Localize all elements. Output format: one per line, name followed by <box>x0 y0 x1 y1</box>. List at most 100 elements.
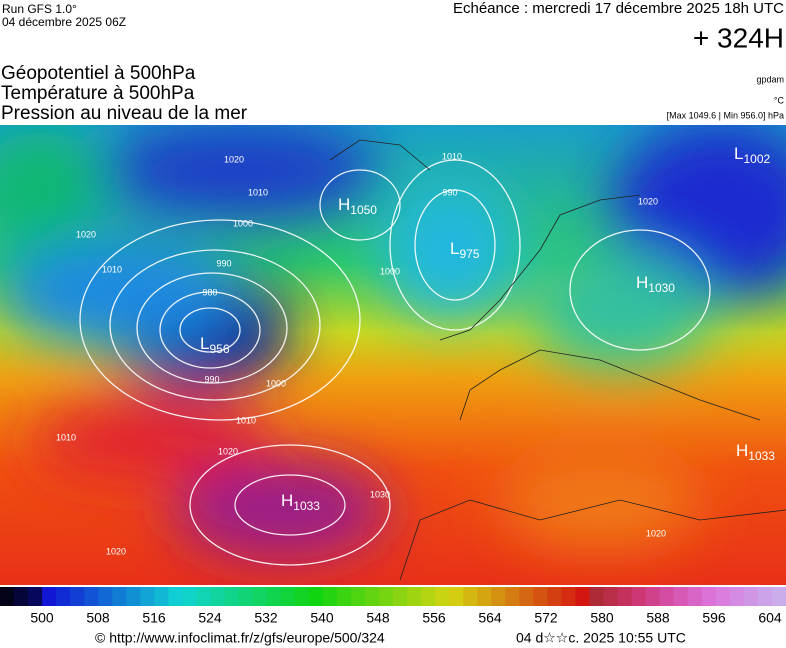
center-value: 1030 <box>648 281 675 295</box>
isobar-label: 1010 <box>248 187 268 197</box>
isobar-label: 1020 <box>638 196 658 206</box>
colorbar-swatch <box>294 587 310 606</box>
center-value: 975 <box>459 247 479 261</box>
colorbar-label: 524 <box>198 610 222 626</box>
colorbar-swatch <box>98 587 113 606</box>
colorbar-swatch <box>42 587 57 606</box>
colorbar-swatch <box>687 587 703 606</box>
colorbar-swatch <box>182 587 197 606</box>
pressure-center: H1033 <box>281 491 320 513</box>
isobar-label: 1020 <box>646 528 666 538</box>
pressure-center: L975 <box>450 239 480 261</box>
colorbar-label: 580 <box>590 610 614 626</box>
center-letter: H <box>281 491 293 510</box>
center-value: 1033 <box>748 449 775 463</box>
isobar-label: 1000 <box>380 266 400 276</box>
colorbar-swatch <box>140 587 155 606</box>
colorbar-swatch <box>463 587 478 606</box>
colorbar-swatch <box>701 587 717 606</box>
colorbar-swatch <box>673 587 689 606</box>
colorbar-swatch <box>505 587 520 606</box>
colorbar-swatch <box>645 587 661 606</box>
source-link[interactable]: © http://www.infoclimat.fr/z/gfs/europe/… <box>95 630 385 646</box>
colorbar-swatch <box>0 587 15 606</box>
colorbar-label: 516 <box>142 610 166 626</box>
isobar-label: 1020 <box>224 154 244 164</box>
isobar-label: 1010 <box>442 151 462 161</box>
isobar-label: 980 <box>202 287 217 297</box>
isobar-label: 1020 <box>76 229 96 239</box>
colorbar-swatch <box>393 587 408 606</box>
unit-label: °C <box>774 95 785 105</box>
isobar-label: 1010 <box>236 415 256 425</box>
unit-label: gpdam <box>756 74 784 84</box>
colorbar-swatch <box>589 587 605 606</box>
colorbar-swatch <box>449 587 464 606</box>
colorbar-swatch <box>491 587 506 606</box>
timestamp: 04 d☆☆c. 2025 10:55 UTC <box>516 630 686 646</box>
colorbar-label: 508 <box>86 610 110 626</box>
lead-time: + 324H <box>693 22 784 53</box>
colorbar-swatch <box>196 587 212 606</box>
colorbar-label: 556 <box>422 610 446 626</box>
colorbar-swatch <box>350 587 366 606</box>
colorbar-swatch <box>561 587 576 606</box>
colorbar-label: 572 <box>534 610 558 626</box>
colorbar-label: 548 <box>366 610 390 626</box>
isobar-label: 1020 <box>218 446 238 456</box>
colorbar-swatch <box>210 587 226 606</box>
center-value: 1002 <box>743 152 770 166</box>
colorbar-swatch <box>435 587 450 606</box>
colorbar-swatch <box>378 587 394 606</box>
colorbar-swatch <box>519 587 534 606</box>
colorbar-swatch <box>477 587 492 606</box>
colorbar-swatch <box>631 587 647 606</box>
colorbar-label: 604 <box>758 610 782 626</box>
isobar-label: 1000 <box>266 378 286 388</box>
colorbar-swatch <box>70 587 85 606</box>
center-letter: H <box>338 195 350 214</box>
isobar-label: 1010 <box>102 264 122 274</box>
colorbar-swatch <box>56 587 71 606</box>
field-name: Pression au niveau de la mer <box>1 103 248 124</box>
colorbar-swatch <box>224 587 240 606</box>
center-letter: H <box>636 273 648 292</box>
colorbar-swatch <box>743 587 759 606</box>
colorbar-swatch <box>168 587 183 606</box>
colorbar-swatch <box>659 587 675 606</box>
colorbar-swatch <box>28 587 43 606</box>
colorbar-swatch <box>364 587 380 606</box>
colorbar-swatch <box>154 587 169 606</box>
isobar-label: 1020 <box>106 546 126 556</box>
isobar-label: 1010 <box>56 432 76 442</box>
run-label: Run GFS 1.0° <box>2 2 77 16</box>
colorbar-swatch <box>421 587 436 606</box>
colorbar-swatch <box>617 587 633 606</box>
colorbar-swatch <box>533 587 548 606</box>
colorbar-swatch <box>266 587 282 606</box>
pressure-center: H1033 <box>736 441 775 463</box>
colorbar-swatch <box>280 587 296 606</box>
isobar-label: 1000 <box>233 218 253 228</box>
center-letter: L <box>450 239 459 258</box>
isobar-label: 990 <box>216 258 231 268</box>
colorbar-label: 500 <box>30 610 54 626</box>
colorbar-swatch <box>336 587 352 606</box>
colorbar-label: 540 <box>310 610 334 626</box>
colorbar-swatch <box>252 587 268 606</box>
colorbar-swatch <box>84 587 99 606</box>
pressure-center: H1050 <box>338 195 377 217</box>
colorbar-swatch <box>14 587 29 606</box>
colorbar-swatch <box>126 587 141 606</box>
colorbar-label: 532 <box>254 610 278 626</box>
field-name: Géopotentiel à 500hPa <box>1 63 196 84</box>
center-value: 956 <box>209 342 229 356</box>
colorbar-label: 596 <box>702 610 726 626</box>
run-date: 04 décembre 2025 06Z <box>2 15 126 29</box>
colorbar-swatch <box>771 587 786 606</box>
colorbar-label: 564 <box>478 610 502 626</box>
center-letter: L <box>734 144 743 163</box>
colorbar-swatch <box>112 587 127 606</box>
field-name: Température à 500hPa <box>1 83 195 104</box>
